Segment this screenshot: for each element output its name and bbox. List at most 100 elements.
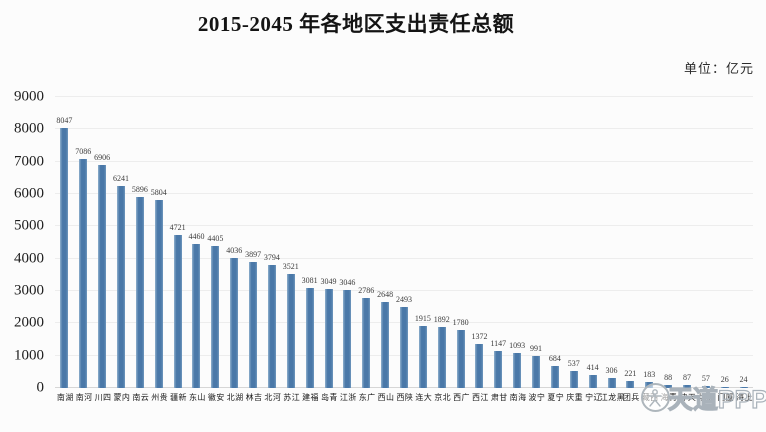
x-axis-label: 山西 [377, 393, 395, 401]
bar-value-label: 1892 [433, 314, 450, 324]
x-axis-label: 山东 [188, 393, 206, 401]
bar-slot: 5896 云南 [130, 97, 149, 401]
x-axis-label: 江苏 [282, 393, 301, 401]
bar-slot: 1892 北京 [432, 97, 451, 401]
x-axis-label: 深圳 [697, 393, 716, 401]
bar [79, 158, 88, 388]
gridline [55, 128, 753, 130]
bar-value-label: 26 [720, 374, 729, 384]
bar [192, 243, 201, 388]
bar [117, 186, 126, 388]
x-axis-label: 广东 [358, 393, 376, 401]
bar-value-label: 4405 [207, 233, 224, 243]
bar-slot: 6241 内蒙 [112, 97, 131, 401]
bar-slot: 24 上海 [734, 97, 753, 401]
bar [494, 350, 503, 388]
bar [739, 386, 748, 388]
x-axis-label: 湖南 [56, 393, 74, 401]
x-axis-label: 青岛 [320, 393, 338, 401]
x-axis-label: 贵州 [150, 393, 169, 401]
unit-label: 单位：亿元 [683, 61, 754, 76]
x-axis-label: 浙江 [339, 393, 357, 401]
bar-slot: 2493 陕西 [395, 97, 414, 401]
bar [381, 302, 390, 388]
bar [456, 330, 465, 388]
bar-value-label: 991 [530, 343, 543, 353]
x-axis-label: 河北 [263, 393, 282, 401]
x-axis-label: 甘肃 [490, 393, 508, 401]
bar-value-label: 1915 [414, 314, 431, 324]
bar-slot: 26 厦门 [715, 97, 734, 401]
bar-value-label: 4721 [169, 223, 186, 233]
bar-slot: 306 黑龙江 [599, 97, 625, 401]
bar [513, 352, 522, 388]
x-axis-label: 宁波 [528, 393, 546, 401]
x-axis-label: 云南 [131, 393, 150, 401]
x-axis-label: 新疆 [169, 393, 187, 401]
bar-value-label: 57 [701, 374, 710, 384]
bar [569, 370, 578, 388]
bar-value-label: 306 [605, 366, 618, 376]
bar-value-label: 4460 [188, 231, 205, 241]
x-axis-label: 辽宁 [584, 393, 603, 401]
bar-value-label: 2493 [395, 295, 412, 305]
bar [211, 245, 220, 388]
bar [701, 386, 710, 388]
chart-title: 2015-2045 年各地区支出责任总额 [197, 12, 515, 36]
bar-value-label: 414 [586, 362, 599, 372]
bar-slot: 684 宁夏 [545, 97, 564, 401]
x-axis-label: 北京 [433, 393, 452, 401]
bar [249, 262, 258, 388]
bar-value-label: 8047 [56, 115, 73, 125]
x-axis-label: 福建 [301, 393, 320, 401]
bar-value-label: 1780 [452, 318, 469, 328]
x-axis-label: 吉林 [245, 393, 263, 401]
x-axis-label: 天津 [678, 393, 697, 401]
bar [607, 378, 616, 388]
x-axis-label: 陕西 [395, 393, 414, 401]
bar [173, 235, 182, 388]
bar-value-label: 3897 [245, 250, 262, 259]
x-axis-label: 海南 [509, 393, 527, 401]
bar-slot: 183 西藏 [640, 97, 659, 401]
x-axis-label: 黑龙江 [599, 393, 626, 401]
x-axis-label: 大连 [414, 393, 433, 401]
gridline [55, 257, 753, 259]
bar-slot: 3046 浙江 [338, 97, 357, 401]
bar-slot: 4721 新疆 [168, 97, 187, 401]
bar-value-label: 5804 [150, 188, 167, 198]
bar-value-label: 1147 [490, 338, 507, 348]
bar [532, 355, 541, 388]
x-axis-label: 广西 [452, 393, 470, 401]
bar [154, 200, 163, 388]
x-axis-label: 青海 [660, 393, 678, 401]
bar-slot: 537 重庆 [564, 97, 583, 401]
bar [324, 289, 333, 388]
bar-value-label: 537 [567, 358, 580, 368]
bar [550, 365, 559, 388]
bar [664, 385, 673, 388]
y-axis-tick-label: 4000 [14, 250, 44, 267]
y-axis-tick-label: 9000 [14, 88, 44, 105]
y-axis-tick-label: 1000 [14, 347, 44, 364]
x-axis-label: 重庆 [565, 393, 584, 401]
x-axis-label: 兵团 [622, 393, 640, 401]
bar-value-label: 3046 [339, 277, 356, 287]
bar-value-label: 6241 [113, 174, 130, 184]
bar-slot: 87 天津 [678, 97, 697, 401]
bar-slot: 3794 河北 [263, 97, 282, 401]
bar-slot: 414 辽宁 [583, 97, 602, 401]
bar-slot: 3897 吉林 [244, 97, 263, 402]
x-axis-label: 四川 [94, 393, 112, 401]
y-axis-tick-label: 8000 [14, 120, 44, 137]
bar-slot: 2648 山西 [376, 97, 395, 401]
bar [588, 374, 597, 388]
bar-slot: 1780 广西 [451, 97, 470, 401]
bar-value-label: 221 [624, 368, 637, 378]
bar [645, 382, 654, 388]
bar-slot: 1915 大连 [413, 97, 432, 401]
bar-slot: 2786 广东 [357, 97, 376, 401]
x-axis-label: 西藏 [641, 393, 659, 401]
bar-value-label: 684 [548, 353, 561, 363]
